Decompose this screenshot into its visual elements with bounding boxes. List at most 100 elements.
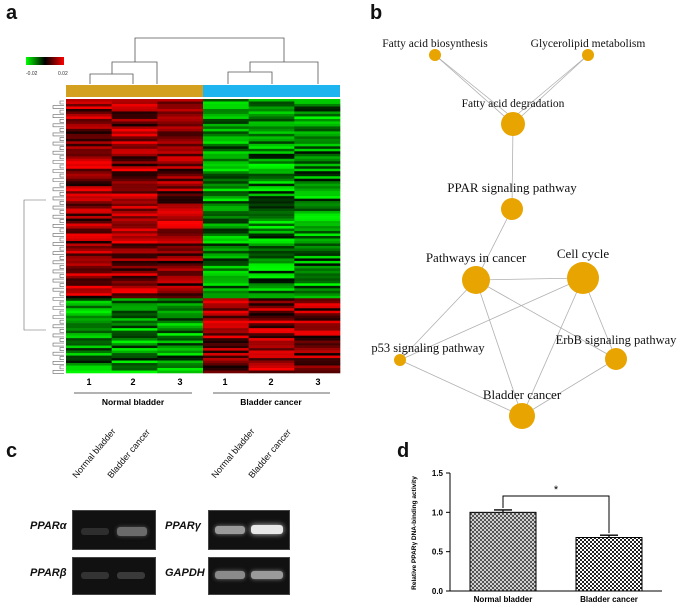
heatmap-cell	[66, 278, 112, 282]
heatmap-cell	[111, 133, 158, 137]
heatmap-cell	[248, 211, 295, 214]
heatmap-cell	[111, 350, 158, 354]
heatmap-cell	[294, 153, 341, 157]
heatmap-cell	[203, 146, 249, 150]
heatmap-cell	[294, 305, 341, 309]
heatmap-cell	[248, 133, 295, 137]
heatmap-cell	[111, 265, 158, 269]
heatmap-cell	[111, 335, 158, 339]
heatmap-cell	[157, 211, 204, 214]
heatmap-cell	[248, 138, 295, 142]
heatmap-cell	[248, 113, 295, 117]
heatmap-cell	[248, 265, 295, 269]
group-bar-normal	[66, 85, 203, 97]
heatmap-cell	[248, 198, 295, 202]
heatmap-cell	[203, 248, 249, 252]
heatmap-cell	[157, 136, 204, 140]
heatmap-cell	[66, 330, 112, 334]
heatmap-cell	[294, 353, 341, 356]
heatmap-cell	[294, 161, 341, 165]
heatmap-cell	[203, 313, 249, 317]
heatmap-cell	[203, 285, 249, 289]
heatmap-cell	[157, 191, 204, 194]
heatmap-cell	[66, 345, 112, 349]
y-tick-label: 0.0	[432, 587, 444, 596]
heatmap-cell	[66, 340, 112, 344]
node-ppar-signaling[interactable]	[501, 198, 523, 220]
heatmap-cell	[248, 310, 295, 314]
heatmap-cell	[66, 178, 112, 182]
heatmap-cell	[294, 265, 341, 269]
node-glycerolipid-metabolism[interactable]	[582, 49, 594, 61]
heatmap-cell	[111, 298, 158, 302]
heatmap-cell	[111, 333, 158, 336]
heatmap-cell	[248, 313, 295, 317]
heatmap-cell	[248, 270, 295, 274]
heatmap-cell	[248, 338, 295, 341]
heatmap-cell	[248, 103, 295, 107]
heatmap-cell	[66, 183, 112, 187]
node-fatty-acid-degradation[interactable]	[501, 112, 525, 136]
heatmap-cell	[157, 363, 204, 366]
node-cell-cycle[interactable]	[567, 262, 599, 294]
heatmap-cell	[157, 273, 204, 277]
heatmap-cell	[157, 288, 204, 292]
heatmap-cell	[157, 231, 204, 234]
heatmap-cell	[203, 353, 249, 356]
node-erbb-signaling[interactable]	[605, 348, 627, 370]
heatmap-cell	[66, 108, 112, 112]
heatmap-cell	[111, 166, 158, 170]
heatmap-cell	[66, 196, 112, 199]
node-fatty-acid-biosynthesis[interactable]	[429, 49, 441, 61]
heatmap-cell	[248, 186, 295, 189]
node-bladder-cancer[interactable]	[509, 403, 535, 429]
heatmap-cell	[66, 201, 112, 204]
network-labels: Fatty acid biosynthesis Glycerolipid met…	[371, 38, 677, 402]
heatmap-cell	[294, 221, 341, 224]
heatmap-cell	[248, 203, 295, 207]
heatmap-cell	[111, 176, 158, 180]
label-pathways-in-cancer: Pathways in cancer	[426, 250, 527, 265]
heatmap-cell	[294, 206, 341, 209]
heatmap-cell	[294, 253, 341, 257]
heatmap-cell	[294, 108, 341, 112]
heatmap-cell	[248, 253, 295, 257]
heatmap-cell	[66, 355, 112, 359]
y-axis-label: Relative PPARγ DNA-binding activity	[411, 476, 418, 590]
heatmap-cell	[66, 216, 112, 219]
heatmap-cell	[111, 216, 158, 219]
heatmap-cell	[294, 178, 341, 182]
heatmap-cell	[111, 126, 158, 130]
heatmap-cell	[203, 258, 249, 262]
heatmap-cell	[203, 173, 249, 177]
heatmap-cell	[203, 138, 249, 142]
node-pathways-in-cancer[interactable]	[462, 266, 490, 294]
heatmap-cell	[294, 143, 341, 147]
heatmap-cell	[294, 273, 341, 277]
x-tick-label: Bladder cancer	[580, 595, 638, 604]
heatmap-cell	[111, 173, 158, 177]
gel-ppar-alpha	[72, 510, 156, 550]
heatmap-cell	[157, 151, 204, 155]
heatmap-cell	[66, 188, 112, 192]
heatmap-cell	[203, 328, 249, 331]
heatmap-cell	[111, 310, 158, 314]
label-ppar-signaling: PPAR signaling pathway	[447, 180, 577, 195]
heatmap-cell	[157, 156, 204, 160]
heatmap-cell	[248, 126, 295, 130]
heatmap-cell	[66, 275, 112, 279]
heatmap-cell	[111, 370, 158, 374]
heatmap-cell	[66, 255, 112, 259]
heatmap-cell	[294, 131, 341, 135]
significance-bracket	[502, 495, 610, 534]
heatmap-cell	[157, 181, 204, 184]
heatmap-cell	[203, 330, 249, 334]
node-p53-signaling[interactable]	[394, 354, 406, 366]
heatmap-cell	[157, 320, 204, 324]
heatmap-cell	[66, 221, 112, 224]
heatmap-cell	[157, 171, 204, 175]
band-ppar-alpha-cancer	[117, 527, 147, 536]
heatmap-cell	[157, 333, 204, 336]
gel-ppar-beta	[72, 557, 156, 595]
heatmap-cell	[66, 121, 112, 125]
